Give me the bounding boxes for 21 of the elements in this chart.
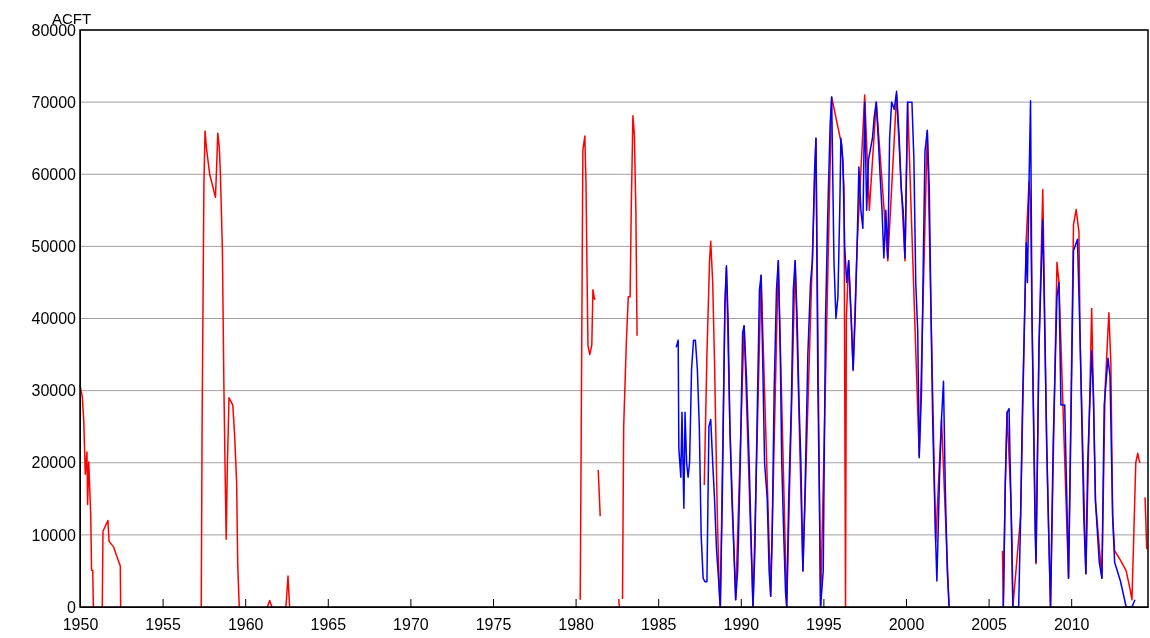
x-tick-label: 2010	[1053, 616, 1090, 634]
y-tick-label: 10000	[31, 526, 77, 544]
y-tick-label: 60000	[31, 165, 77, 183]
x-tick-label: 2000	[888, 616, 925, 634]
x-tick-label: 1975	[475, 616, 512, 634]
x-tick-label: 1970	[393, 616, 429, 634]
x-tick-label: 2005	[971, 616, 1007, 634]
x-tick-label: 1980	[558, 616, 594, 634]
x-tick-label: 1995	[806, 616, 842, 634]
x-tick-label: 1990	[723, 616, 760, 634]
x-tick-label: 1955	[145, 616, 181, 634]
y-tick-label: 40000	[31, 310, 77, 328]
y-tick-label: 20000	[31, 454, 77, 472]
y-tick-label: 30000	[31, 382, 77, 400]
x-tick-label: 1985	[640, 616, 677, 634]
x-tick-label: 1965	[310, 616, 347, 634]
y-tick-label: 0	[67, 598, 77, 616]
x-tick-label: 1950	[62, 616, 99, 634]
y-tick-label: 70000	[31, 93, 77, 111]
y-tick-label: 50000	[31, 237, 77, 255]
x-tick-label: 1960	[227, 616, 264, 634]
